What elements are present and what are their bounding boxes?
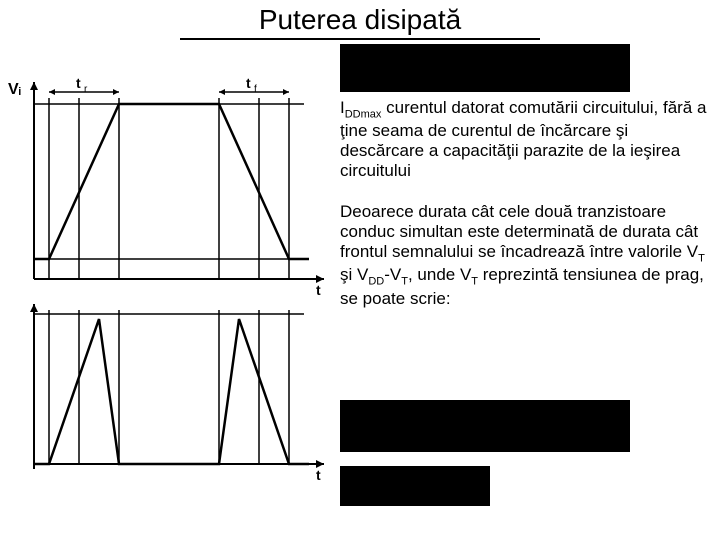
redaction-box-2 — [340, 400, 630, 452]
page-title: Puterea disipată — [0, 4, 720, 36]
sub-vt1: T — [698, 252, 705, 264]
redaction-box-1 — [340, 44, 630, 92]
para2-b: şi V — [340, 265, 368, 284]
svg-text:t: t — [316, 282, 321, 298]
svg-text:f: f — [254, 84, 257, 95]
title-underline — [180, 38, 540, 40]
redaction-box-3 — [340, 466, 490, 506]
switching-diagram: Vᵢtrtftt — [4, 74, 334, 504]
svg-text:t: t — [76, 75, 81, 91]
para2-a: Deoarece durata cât cele două tranzistoa… — [340, 202, 698, 261]
svg-text:t: t — [316, 467, 321, 483]
sub-vt2: T — [401, 276, 408, 288]
body-paragraph-2: Deoarece durata cât cele două tranzistoa… — [340, 202, 716, 309]
para2-c: -V — [384, 265, 401, 284]
body-paragraph-1: IDDmax curentul datorat comutării circui… — [340, 98, 716, 182]
svg-text:Vᵢ: Vᵢ — [8, 81, 21, 98]
para2-d: , unde V — [408, 265, 471, 284]
svg-text:r: r — [84, 84, 88, 95]
subscript-ddmax: DDmax — [345, 108, 382, 120]
sub-vdd: DD — [368, 276, 384, 288]
svg-text:t: t — [246, 75, 251, 91]
para1-text: curentul datorat comutării circuitului, … — [340, 98, 706, 180]
